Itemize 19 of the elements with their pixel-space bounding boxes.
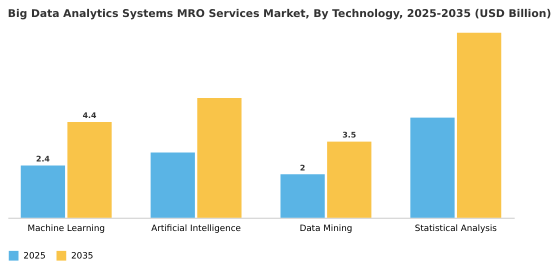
x-tick-label: Statistical Analysis <box>414 224 498 234</box>
data-label: 4.4 <box>82 111 98 120</box>
x-tick-label: Artificial Intelligence <box>151 224 241 234</box>
x-tick-label: Machine Learning <box>28 224 105 234</box>
x-tick-label: Data Mining <box>300 224 352 234</box>
legend-label: 2035 <box>71 252 94 262</box>
data-label: 3.5 <box>342 130 356 140</box>
bar <box>327 142 372 218</box>
bar <box>280 174 325 218</box>
bar <box>20 166 66 218</box>
bar <box>456 32 502 218</box>
bar <box>197 98 242 218</box>
bar <box>67 122 112 218</box>
data-label: 2.4 <box>36 154 50 164</box>
bar <box>150 152 195 218</box>
data-label: 2 <box>300 163 306 172</box>
chart-title: Big Data Analytics Systems MRO Services Market, By Technology, 2025-2035 (USD Billion) <box>8 7 552 20</box>
bar <box>410 118 455 218</box>
legend-label: 2025 <box>23 252 46 262</box>
